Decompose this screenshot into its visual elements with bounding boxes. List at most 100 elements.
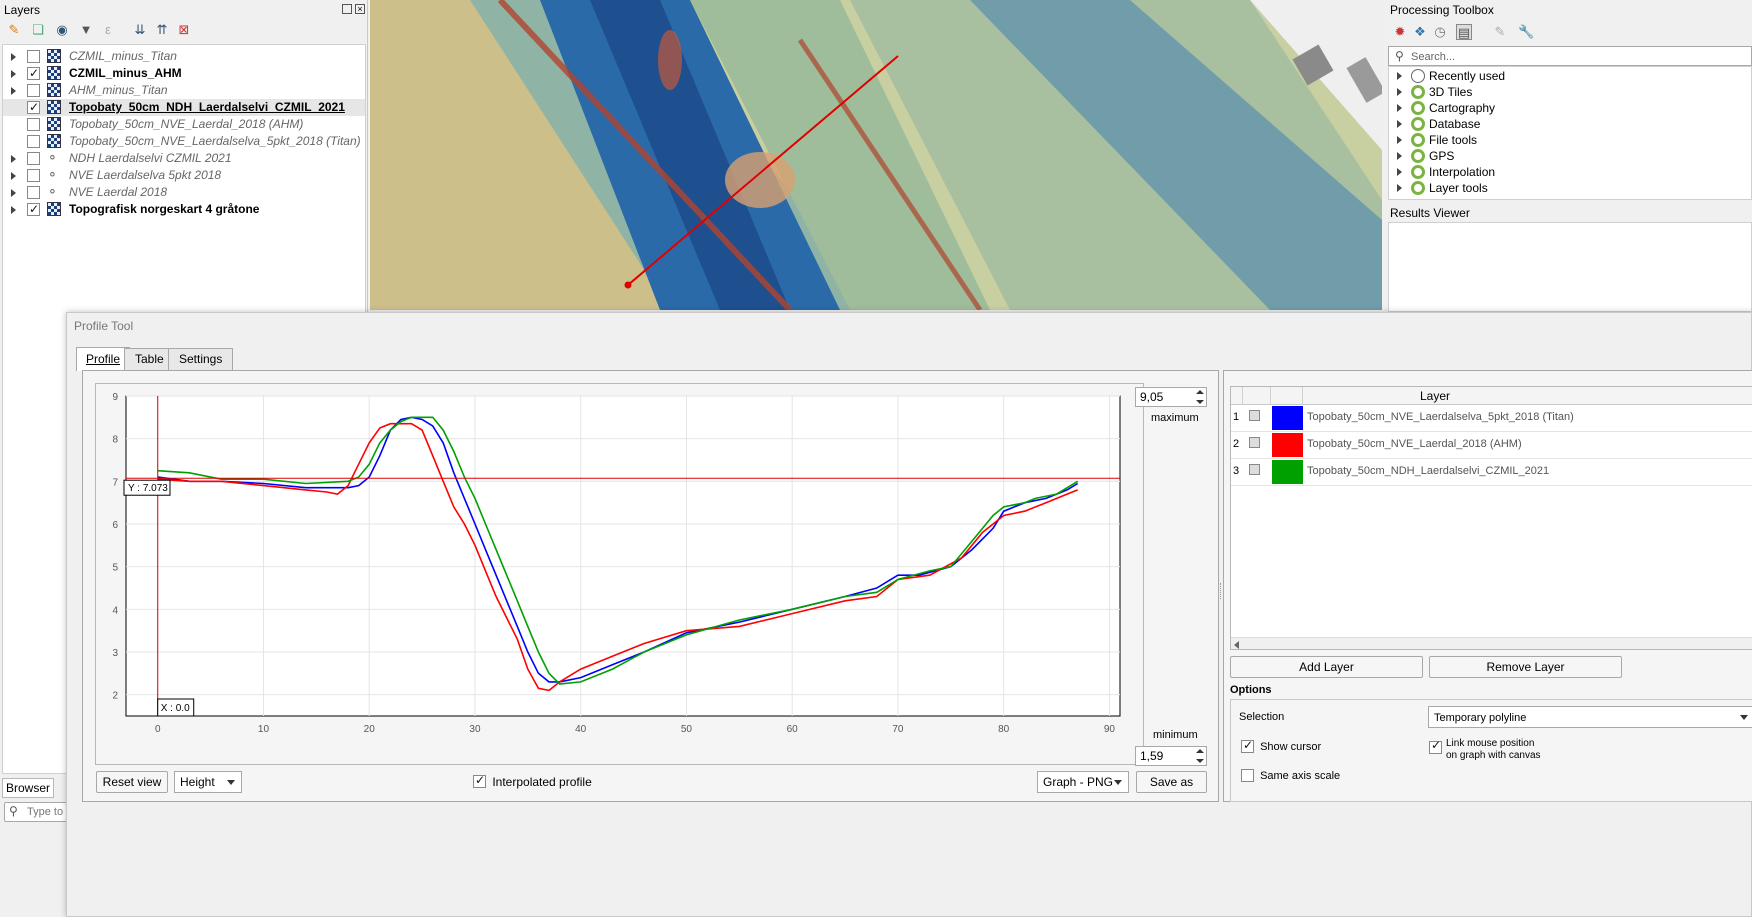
toolbox-item[interactable]: 3D Tiles	[1389, 84, 1749, 100]
spin-up-icon[interactable]	[1196, 390, 1204, 394]
panel-close-button[interactable]: ×	[355, 4, 365, 14]
tab-table[interactable]: Table	[124, 348, 175, 370]
toolbox-item[interactable]: File tools	[1389, 132, 1749, 148]
layer-color-swatch[interactable]	[1272, 406, 1303, 430]
toolbox-search[interactable]: ⚲ Search...	[1388, 46, 1752, 66]
expand-arrow-icon[interactable]	[11, 155, 16, 163]
remove-layer-icon[interactable]: ⊠	[178, 22, 190, 37]
row-checkbox[interactable]	[1249, 410, 1260, 421]
add-layer-button[interactable]: Add Layer	[1230, 656, 1423, 678]
toolbox-item[interactable]: Layer tools	[1389, 180, 1749, 196]
history-icon[interactable]: ◷	[1434, 24, 1446, 39]
style-manager-icon[interactable]: ✎	[8, 22, 20, 37]
expand-arrow-icon[interactable]	[1397, 120, 1402, 128]
layer-item[interactable]: ⚬ NVE Laerdalselva 5pkt 2018	[3, 167, 365, 184]
toolbox-item[interactable]: Interpolation	[1389, 164, 1749, 180]
show-cursor-checkbox[interactable]: Show cursor	[1241, 738, 1321, 753]
table-row[interactable]: 1 Topobaty_50cm_NVE_Laerdalselva_5pkt_201…	[1231, 405, 1752, 432]
save-as-button[interactable]: Save as	[1136, 771, 1207, 793]
scroll-left-icon[interactable]	[1234, 641, 1239, 649]
panel-float-button[interactable]	[342, 4, 352, 14]
models-icon[interactable]: ✹	[1394, 24, 1406, 39]
expand-arrow-icon[interactable]	[1397, 104, 1402, 112]
layer-color-swatch[interactable]	[1272, 433, 1303, 457]
layer-visibility-checkbox[interactable]	[27, 65, 40, 82]
locator-bar[interactable]: ⚲ Type to l	[4, 802, 74, 822]
checkbox-icon[interactable]	[473, 773, 486, 789]
layer-item[interactable]: ⚬ NDH Laerdalselvi CZMIL 2021	[3, 150, 365, 167]
export-format-select[interactable]: Graph - PNG	[1037, 771, 1129, 793]
results-icon[interactable]: ▤	[1456, 24, 1472, 40]
profile-chart[interactable]: 0 10 20 30 40 50 60 70 80 90 2 3 4 5 6 7 8 9 Y : 7.073 X : …	[96, 384, 1145, 766]
expand-arrow-icon[interactable]	[11, 172, 16, 180]
options-icon[interactable]: 🔧	[1518, 24, 1535, 39]
layer-item[interactable]: CZMIL_minus_Titan	[3, 48, 365, 65]
layer-item[interactable]: AHM_minus_Titan	[3, 82, 365, 99]
expand-all-icon[interactable]: ⇊	[134, 22, 146, 37]
toolbox-item[interactable]: GPS	[1389, 148, 1749, 164]
tab-settings[interactable]: Settings	[168, 348, 234, 370]
interpolated-profile-checkbox[interactable]: Interpolated profile	[473, 773, 592, 789]
toolbox-item[interactable]: Recently used	[1389, 68, 1749, 84]
maximum-spinbox[interactable]: 9,05	[1135, 387, 1207, 407]
layer-item[interactable]: ⚬ NVE Laerdal 2018	[3, 184, 365, 201]
spin-down-icon[interactable]	[1196, 759, 1204, 763]
row-checkbox[interactable]	[1249, 464, 1260, 475]
layer-visibility-checkbox[interactable]	[27, 186, 40, 199]
expand-arrow-icon[interactable]	[11, 189, 16, 197]
toolbox-item[interactable]: Cartography	[1389, 100, 1749, 116]
expand-arrow-icon[interactable]	[1397, 184, 1402, 192]
expand-arrow-icon[interactable]	[11, 53, 16, 61]
layer-visibility-checkbox[interactable]	[27, 118, 40, 131]
python-icon[interactable]: ❖	[1414, 24, 1426, 39]
filter-expression-icon[interactable]: ε	[105, 22, 111, 37]
selection-select[interactable]: Temporary polyline	[1428, 706, 1752, 728]
toolbox-item[interactable]: Database	[1389, 116, 1749, 132]
filter-icon[interactable]: ▼	[79, 22, 93, 37]
layer-visibility-checkbox[interactable]	[27, 50, 40, 63]
collapse-all-icon[interactable]: ⇈	[156, 22, 168, 37]
add-group-icon[interactable]: ❏	[32, 22, 44, 37]
reset-view-button[interactable]: Reset view	[96, 771, 168, 793]
expand-arrow-icon[interactable]	[1397, 72, 1402, 80]
expand-arrow-icon[interactable]	[11, 87, 16, 95]
layer-item[interactable]: CZMIL_minus_AHM	[3, 65, 365, 82]
remove-layer-button[interactable]: Remove Layer	[1429, 656, 1622, 678]
plot-type-select[interactable]: Height	[174, 771, 242, 793]
visibility-icon[interactable]: ◉	[56, 22, 68, 37]
checkbox-icon[interactable]	[1241, 738, 1254, 753]
expand-arrow-icon[interactable]	[1397, 88, 1402, 96]
minimum-spinbox[interactable]: 1,59	[1135, 746, 1207, 766]
expand-arrow-icon[interactable]	[1397, 168, 1402, 176]
expand-arrow-icon[interactable]	[1397, 152, 1402, 160]
table-row[interactable]: 2 Topobaty_50cm_NVE_Laerdal_2018 (AHM)	[1231, 432, 1752, 459]
map-canvas[interactable]	[370, 0, 1382, 310]
layer-visibility-checkbox[interactable]	[27, 99, 40, 116]
layer-item[interactable]: Topografisk norgeskart 4 gråtone	[3, 201, 365, 218]
row-checkbox[interactable]	[1249, 437, 1260, 448]
expand-arrow-icon[interactable]	[1397, 136, 1402, 144]
layer-visibility-checkbox[interactable]	[27, 152, 40, 165]
layer-item[interactable]: Topobaty_50cm_NVE_Laerdal_2018 (AHM)	[3, 116, 365, 133]
layer-item[interactable]: Topobaty_50cm_NDH_Laerdalselvi_CZMIL_202…	[3, 99, 365, 116]
expand-arrow-icon[interactable]	[11, 70, 16, 78]
spin-up-icon[interactable]	[1196, 749, 1204, 753]
layer-item[interactable]: Topobaty_50cm_NVE_Laerdalselva_5pkt_2018…	[3, 133, 365, 150]
layer-color-swatch[interactable]	[1272, 460, 1303, 484]
checkbox-icon[interactable]	[1429, 739, 1442, 754]
horizontal-scrollbar[interactable]	[1231, 637, 1752, 649]
edit-features-icon[interactable]: ✎	[1494, 24, 1506, 39]
layer-visibility-checkbox[interactable]	[27, 84, 40, 97]
layer-column-header[interactable]: Layer	[1419, 389, 1451, 403]
layer-visibility-checkbox[interactable]	[27, 201, 40, 218]
tab-profile[interactable]: Profile	[76, 347, 131, 371]
layer-visibility-checkbox[interactable]	[27, 169, 40, 182]
browser-tab[interactable]: Browser	[2, 778, 54, 798]
layer-visibility-checkbox[interactable]	[27, 135, 40, 148]
expand-arrow-icon[interactable]	[11, 206, 16, 214]
table-row[interactable]: 3 Topobaty_50cm_NDH_Laerdalselvi_CZMIL_20…	[1231, 459, 1752, 486]
link-mouse-checkbox[interactable]: Link mouse position on graph with canvas	[1429, 738, 1541, 762]
same-axis-checkbox[interactable]: Same axis scale	[1241, 769, 1340, 782]
spin-down-icon[interactable]	[1196, 400, 1204, 404]
checkbox-icon[interactable]	[1241, 769, 1254, 782]
